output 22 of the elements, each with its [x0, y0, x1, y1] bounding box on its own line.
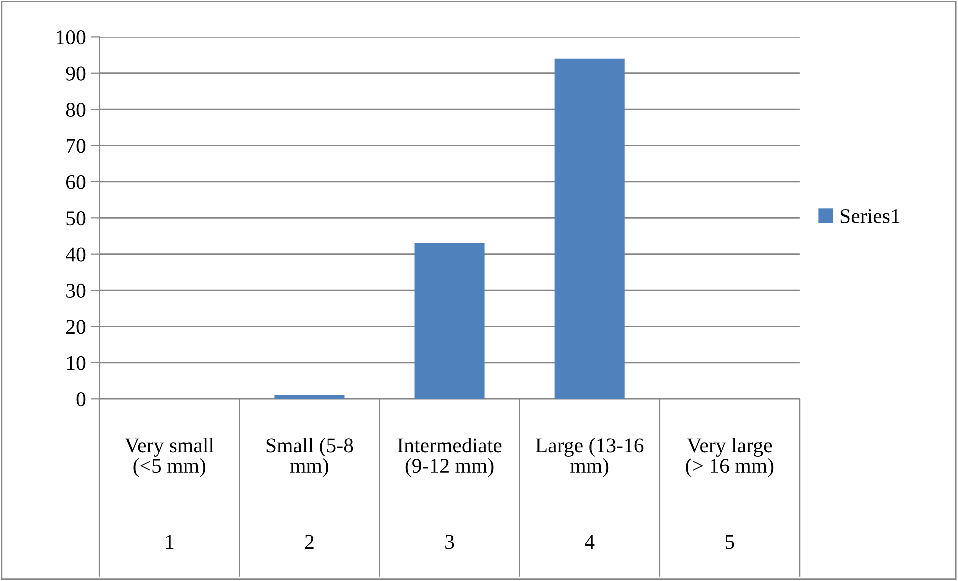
y-tick-label: 100: [57, 30, 86, 45]
y-tick-label: 0: [76, 392, 86, 407]
text: 5: [726, 535, 734, 550]
y-tick-label: 90: [66, 66, 86, 81]
x-tick-label: Small (5-8 mm): [266, 438, 354, 478]
y-tick-label: 30: [66, 284, 86, 298]
legend-label: Series1: [840, 209, 900, 224]
x-tick-label: Very large (> 16 mm): [686, 438, 774, 478]
y-tick-label: 50: [66, 212, 86, 226]
x-tick-label: Large (13-16 mm): [536, 438, 644, 478]
y-tick-label: 20: [66, 320, 86, 334]
y-tick-label: 10: [67, 356, 86, 370]
text: 2: [305, 535, 314, 549]
y-tick-label: 70: [66, 139, 86, 154]
text: 4: [585, 535, 595, 549]
x-tick-label: Intermediate (9-12 mm): [398, 438, 502, 478]
y-tick-label: 40: [66, 248, 86, 262]
y-tick-label: 60: [66, 175, 86, 190]
text: 3: [446, 535, 454, 550]
y-tick-label: 80: [66, 102, 86, 118]
x-tick-label: Very small (<5 mm): [125, 438, 214, 478]
text: 1: [166, 535, 174, 549]
